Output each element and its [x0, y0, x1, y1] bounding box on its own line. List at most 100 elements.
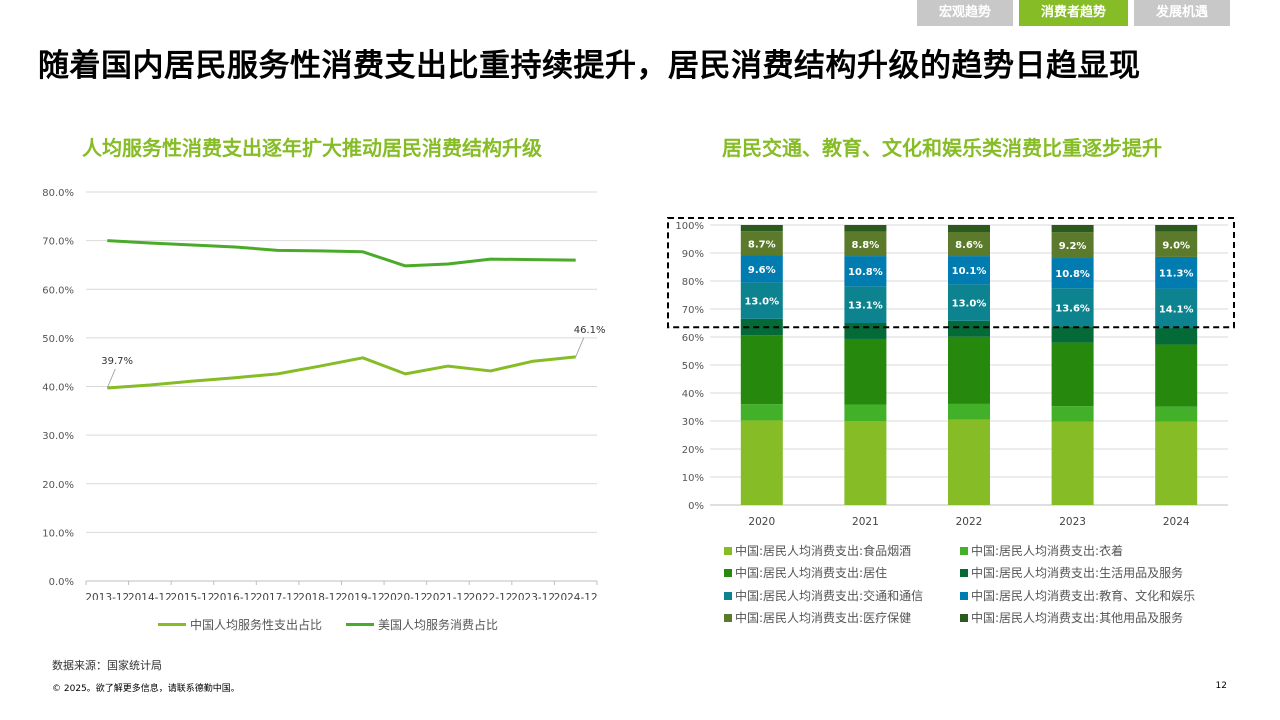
bar-segment — [844, 404, 887, 421]
series-line-us — [107, 239, 576, 268]
tab-opportunities[interactable]: 发展机遇 — [1133, 0, 1230, 26]
highlight-box — [667, 217, 1235, 329]
data-label: 10.8% — [848, 267, 883, 278]
legend-label: 中国:居民人均消费支出:食品烟酒 — [735, 544, 912, 558]
legend-swatch — [724, 568, 732, 577]
y-tick-label: 50.0% — [42, 334, 74, 345]
legend-label: 中国:居民人均消费支出:其他用品及服务 — [971, 611, 1184, 625]
y-tick-label: 30% — [682, 417, 704, 428]
y-tick-label: 90% — [682, 249, 704, 260]
bar-segment — [1155, 421, 1198, 505]
bar-segment — [1051, 232, 1094, 259]
x-tick-label: 2013-12 — [85, 592, 129, 600]
y-tick-label: 40.0% — [42, 383, 74, 394]
legend-label: 中国:居民人均消费支出:交通和通信 — [735, 589, 924, 603]
bar-segment — [948, 256, 990, 285]
data-label: 11.3% — [1159, 269, 1194, 280]
bar-segment — [1155, 225, 1198, 232]
legend-label: 中国:居民人均消费支出:教育、文化和娱乐 — [971, 589, 1196, 603]
y-tick-label: 70.0% — [42, 237, 74, 248]
y-tick-label: 20% — [682, 445, 704, 456]
bar-segment — [740, 225, 783, 232]
data-label: 8.8% — [852, 240, 880, 251]
data-label: 10.8% — [1055, 269, 1090, 280]
bar-segment — [948, 284, 990, 321]
legend-swatch — [724, 591, 732, 600]
x-tick-label: 2024-12 — [554, 592, 598, 600]
bar-segment — [844, 256, 887, 287]
y-tick-label: 20.0% — [42, 480, 74, 491]
bar-segment — [844, 421, 887, 505]
bar-segment — [740, 255, 783, 283]
copyright: © 2025。欲了解更多信息，请联系德勤中国。 — [52, 684, 240, 694]
legend-swatch — [960, 613, 968, 622]
data-label: 39.7% — [101, 356, 133, 367]
bar-segment — [844, 225, 887, 232]
legend-label-china: 中国人均服务性支出占比 — [190, 618, 323, 632]
y-tick-label: 60% — [682, 333, 704, 344]
legend-swatch-china — [158, 623, 186, 626]
bar-segment — [1051, 326, 1094, 343]
legend-label-us: 美国人均服务消费占比 — [378, 618, 499, 632]
legend-item-healthcare: 中国:居民人均消费支出:医疗保健 — [724, 609, 911, 626]
y-tick-label: 0.0% — [49, 577, 74, 588]
legend-item-education: 中国:居民人均消费支出:教育、文化和娱乐 — [960, 587, 1195, 604]
x-tick-label: 2017-12 — [256, 592, 300, 600]
x-tick-label: 2023 — [1059, 516, 1086, 528]
bar-segment — [1051, 225, 1094, 233]
y-tick-label: 0% — [688, 501, 704, 512]
legend-swatch — [960, 546, 968, 555]
bar-segment — [948, 232, 990, 257]
x-tick-label: 2020 — [748, 516, 775, 528]
bar-segment — [1051, 421, 1094, 505]
tab-macro-trends[interactable]: 宏观趋势 — [916, 0, 1013, 26]
legend-item-other: 中国:居民人均消费支出:其他用品及服务 — [960, 609, 1183, 626]
bar-segment — [1051, 258, 1094, 289]
legend-swatch — [960, 591, 968, 600]
x-tick-label: 2023-12 — [511, 592, 555, 600]
bar-segment — [1051, 288, 1094, 327]
bar-segment — [1155, 231, 1198, 257]
legend-item-housing: 中国:居民人均消费支出:居住 — [724, 564, 887, 581]
x-tick-label: 2022 — [956, 516, 983, 528]
bar-segment — [1155, 256, 1198, 289]
bar-segment — [948, 419, 990, 505]
bar-segment — [1155, 328, 1198, 345]
x-tick-label: 2020-12 — [383, 592, 427, 600]
data-label: 8.7% — [748, 239, 776, 250]
x-tick-label: 2016-12 — [213, 592, 257, 600]
bar-segment — [844, 323, 887, 339]
data-label-leader — [106, 368, 116, 389]
left-chart-title: 人均服务性消费支出逐年扩大推动居民消费结构升级 — [82, 136, 542, 160]
legend-label: 中国:居民人均消费支出:衣着 — [971, 544, 1124, 558]
data-label: 13.0% — [952, 299, 987, 310]
bar-segment — [1051, 342, 1094, 407]
y-tick-label: 100% — [675, 221, 704, 232]
legend-item-transport: 中国:居民人均消费支出:交通和通信 — [724, 587, 923, 604]
bar-segment — [1155, 288, 1198, 329]
y-tick-label: 10.0% — [42, 528, 74, 539]
bar-segment — [844, 286, 887, 323]
bar-segment — [948, 320, 990, 337]
series-line-china — [107, 355, 576, 390]
bar-segment — [1051, 406, 1094, 422]
line-chart: 0.0% 10.0% 20.0% 30.0% 40.0% 50.0% 60.0% 70.0% 8… — [42, 188, 606, 600]
data-label: 13.6% — [1055, 303, 1090, 314]
x-tick-label: 2024 — [1163, 516, 1190, 528]
x-tick-label: 2021 — [852, 516, 879, 528]
data-label: 8.6% — [955, 240, 983, 251]
x-tick-label: 2015-12 — [171, 592, 215, 600]
legend-item-food: 中国:居民人均消费支出:食品烟酒 — [724, 542, 911, 559]
legend-label: 中国:居民人均消费支出:居住 — [735, 566, 888, 580]
data-source: 数据来源：国家统计局 — [52, 659, 162, 672]
bar-segment — [1155, 344, 1198, 407]
section-tabs: 宏观趋势 消费者趋势 发展机遇 — [916, 0, 1230, 26]
tab-consumer-trends[interactable]: 消费者趋势 — [1018, 0, 1128, 26]
x-tick-label: 2018-12 — [298, 592, 342, 600]
legend-label: 中国:居民人均消费支出:生活用品及服务 — [971, 566, 1184, 580]
legend-item-household: 中国:居民人均消费支出:生活用品及服务 — [960, 564, 1183, 581]
data-label: 46.1% — [574, 325, 606, 336]
y-tick-label: 50% — [682, 361, 704, 372]
x-tick-label: 2021-12 — [426, 592, 470, 600]
bar-segment — [740, 231, 783, 256]
